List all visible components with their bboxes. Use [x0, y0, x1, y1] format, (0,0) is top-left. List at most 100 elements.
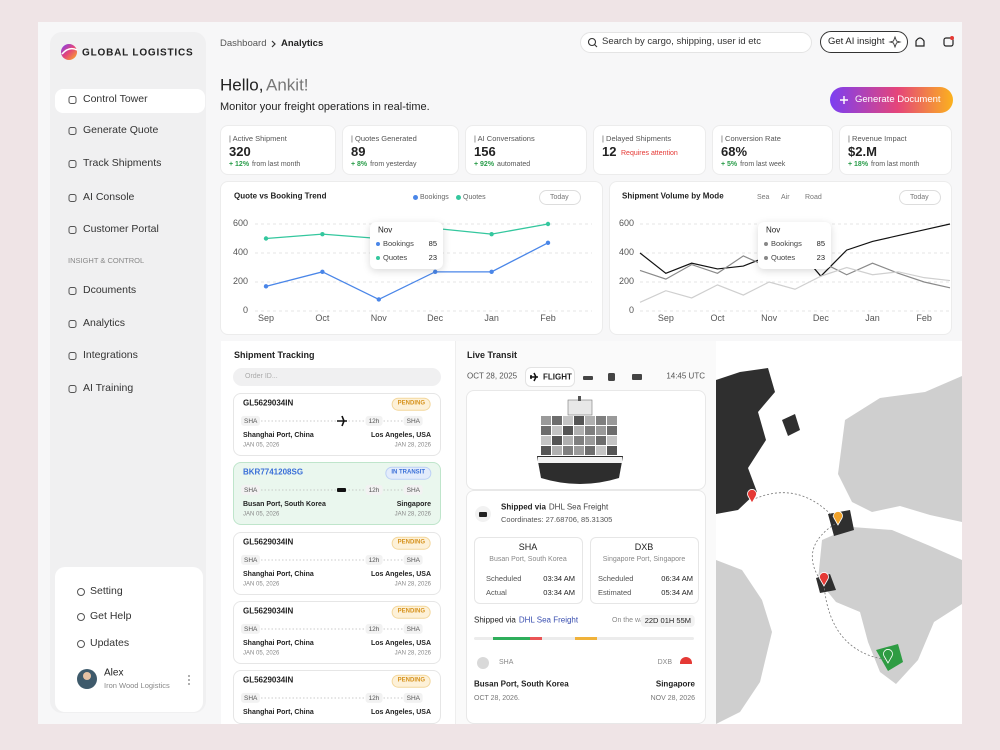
- arrive-date: JAN 28, 2026: [394, 511, 431, 518]
- nav-item[interactable]: AI Training: [83, 382, 134, 395]
- from-date: OCT 28, 2026.: [474, 695, 520, 703]
- from-code: SHA: [241, 623, 261, 635]
- order-search[interactable]: [233, 368, 441, 386]
- to-city: Los Angeles, USA: [370, 432, 431, 440]
- map-pin: [883, 649, 893, 664]
- kpi-delta: + 8%: [351, 161, 368, 169]
- nav-item[interactable]: AI Console: [83, 191, 135, 204]
- from-city: Busan Port, South Korea: [243, 501, 326, 509]
- nav-icon: [68, 352, 77, 360]
- nav-icon: [68, 96, 77, 104]
- map-pin: [819, 572, 829, 587]
- filter-dropdown[interactable]: [899, 190, 941, 205]
- container: [574, 426, 584, 435]
- progress-current: [575, 637, 597, 640]
- container: [607, 436, 617, 445]
- container: [585, 436, 595, 445]
- tooltip-dot: [375, 255, 381, 261]
- truck-tab-icon: [632, 374, 642, 380]
- nav-item[interactable]: Get Help: [90, 610, 132, 623]
- transit-time: 14:45 UTC: [666, 371, 705, 381]
- train-tab-icon: [608, 373, 615, 381]
- nav-item[interactable]: Track Shipments: [83, 157, 162, 170]
- ship-tab-icon: [583, 376, 593, 380]
- kpi-delta-row: + 5% from last week: [721, 161, 785, 169]
- details-card: [466, 490, 706, 724]
- order-placeholder: Order ID...: [245, 373, 278, 381]
- search-icon: [594, 44, 598, 48]
- legend-tab[interactable]: Air: [781, 193, 790, 201]
- ship-mast: [578, 396, 581, 401]
- point: [545, 240, 551, 246]
- arrive-date: JAN 28, 2026: [394, 581, 431, 588]
- point: [320, 231, 325, 237]
- nav-icon: [68, 226, 77, 234]
- tooltip-title: Nov: [766, 225, 781, 235]
- landmass: [716, 560, 772, 724]
- container: [574, 446, 584, 455]
- nav-item[interactable]: Integrations: [83, 349, 138, 362]
- time-value: 03:34 AM: [543, 587, 575, 597]
- logo-mark: [61, 47, 78, 55]
- container: [596, 426, 606, 435]
- map-pin: [747, 489, 757, 504]
- nav-item[interactable]: Customer Portal: [83, 223, 159, 236]
- nav-item[interactable]: Analytics: [83, 317, 126, 330]
- ship-bridge: [567, 399, 593, 416]
- nav-item[interactable]: Updates: [90, 637, 130, 650]
- plane-icon: [337, 415, 347, 427]
- shipped-via: Shipped via DHL Sea Freight: [501, 503, 608, 513]
- x-tick-label: Nov: [370, 313, 387, 324]
- nav-item[interactable]: Generate Quote: [83, 124, 159, 137]
- landmass: [782, 414, 800, 436]
- transit-tab[interactable]: FLIGHT: [543, 372, 572, 382]
- y-tick-label: 600: [618, 218, 634, 229]
- ai-button[interactable]: [820, 31, 908, 53]
- from-city: Shanghai Port, China: [243, 640, 314, 648]
- kpi-note: automated: [497, 161, 531, 169]
- generate-button[interactable]: [830, 87, 953, 113]
- panel-title: Live Transit: [467, 350, 518, 361]
- to-code: DXB: [657, 659, 672, 667]
- nav-item[interactable]: Dcouments: [83, 284, 137, 297]
- y-tick-label: 400: [618, 247, 634, 258]
- filter-label[interactable]: Today: [550, 193, 569, 201]
- legend-tab[interactable]: Sea: [757, 193, 770, 201]
- x-tick-label: Oct: [315, 313, 330, 324]
- nav-item[interactable]: Control Tower: [83, 93, 148, 106]
- origin-flag: [477, 657, 489, 669]
- plus-icon: [840, 96, 848, 104]
- status-badge: PENDING: [391, 397, 431, 411]
- user-org: Iron Wood Logistics: [104, 680, 170, 690]
- map: [716, 368, 962, 724]
- notify-dot: [950, 36, 954, 40]
- filter-label[interactable]: Today: [910, 193, 929, 201]
- ai-button-label: Get AI insight: [828, 35, 885, 47]
- legend-tab[interactable]: Road: [805, 193, 822, 201]
- container: [541, 446, 551, 455]
- nav-item[interactable]: Setting: [90, 585, 123, 598]
- to-port: Singapore: [655, 679, 695, 689]
- tooltip-value: 23: [816, 252, 825, 262]
- nav-icon: [77, 640, 85, 648]
- x-tick-label: Feb: [916, 313, 932, 324]
- chart-title: Shipment Volume by Mode: [622, 191, 724, 201]
- x-tick-label: Sep: [657, 313, 674, 324]
- filter-dropdown[interactable]: [539, 190, 581, 205]
- breadcrumb[interactable]: Dashboard: [220, 37, 267, 49]
- transit-tab-active[interactable]: [525, 367, 575, 387]
- route: [751, 492, 889, 661]
- container: [563, 416, 573, 425]
- progress-carrier: DHL Sea Freight: [518, 615, 579, 625]
- time-value: 05:34 AM: [661, 587, 693, 597]
- kpi-delta: + 92%: [474, 161, 495, 169]
- point: [263, 236, 269, 241]
- search-box[interactable]: [580, 32, 812, 53]
- y-tick-label: 200: [618, 276, 634, 287]
- progress-delay: [530, 637, 542, 640]
- container: [596, 436, 606, 445]
- kpi-value: 320: [229, 143, 251, 159]
- shipment-id: GL5629034IN: [243, 675, 294, 685]
- point: [489, 269, 494, 275]
- kpi-label: | Delayed Shipments: [602, 133, 672, 143]
